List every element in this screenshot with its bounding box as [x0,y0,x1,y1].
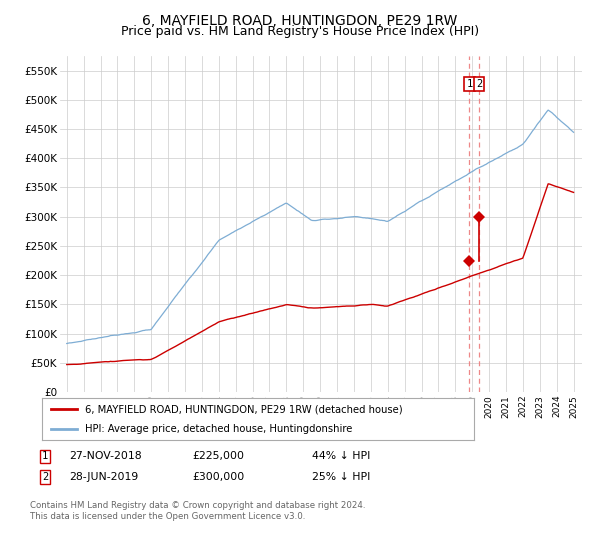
Text: £300,000: £300,000 [192,472,244,482]
Text: 28-JUN-2019: 28-JUN-2019 [69,472,138,482]
Text: Price paid vs. HM Land Registry's House Price Index (HPI): Price paid vs. HM Land Registry's House … [121,25,479,38]
Text: 44% ↓ HPI: 44% ↓ HPI [312,451,370,461]
Text: 1: 1 [42,451,48,461]
Text: Contains HM Land Registry data © Crown copyright and database right 2024.
This d: Contains HM Land Registry data © Crown c… [30,501,365,521]
Text: 25% ↓ HPI: 25% ↓ HPI [312,472,370,482]
Text: 2: 2 [42,472,48,482]
Text: 1: 1 [466,79,473,89]
Text: HPI: Average price, detached house, Huntingdonshire: HPI: Average price, detached house, Hunt… [85,424,353,434]
Text: 6, MAYFIELD ROAD, HUNTINGDON, PE29 1RW: 6, MAYFIELD ROAD, HUNTINGDON, PE29 1RW [142,14,458,28]
Text: £225,000: £225,000 [192,451,244,461]
Text: 6, MAYFIELD ROAD, HUNTINGDON, PE29 1RW (detached house): 6, MAYFIELD ROAD, HUNTINGDON, PE29 1RW (… [85,404,403,414]
Text: 27-NOV-2018: 27-NOV-2018 [69,451,142,461]
Text: 2: 2 [476,79,482,89]
